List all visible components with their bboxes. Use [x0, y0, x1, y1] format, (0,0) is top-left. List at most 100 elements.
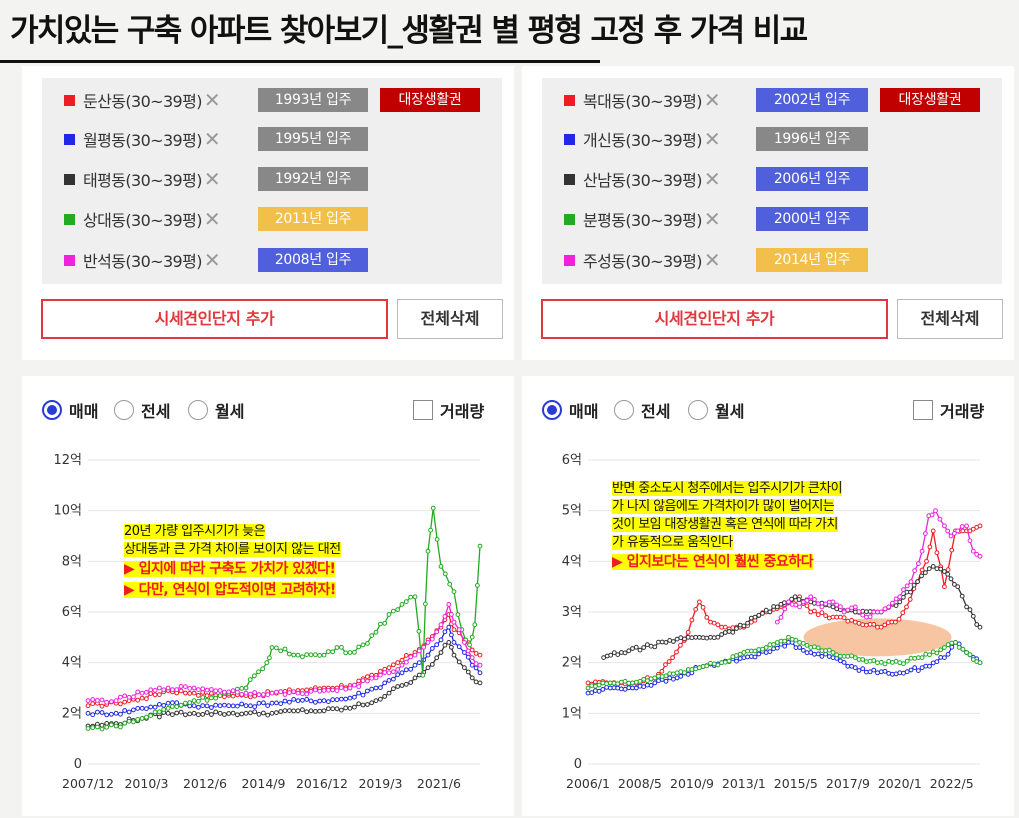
data-point [752, 614, 758, 620]
remove-x-icon[interactable]: ✕ [203, 127, 221, 151]
legend-label: 태평동(30~39평) [83, 171, 202, 190]
data-point [239, 711, 245, 717]
data-point [469, 647, 475, 653]
data-point [395, 667, 401, 672]
remove-x-icon[interactable]: ✕ [203, 248, 221, 272]
left-legend-row-1: 둔산동(30~39평) ✕ [64, 88, 221, 112]
data-point [183, 700, 188, 706]
data-point [235, 689, 240, 695]
data-point [99, 722, 105, 728]
data-point [904, 669, 910, 675]
data-point [955, 528, 961, 534]
data-point [919, 665, 925, 671]
data-point [782, 643, 788, 649]
data-point [841, 609, 847, 615]
data-point [945, 642, 951, 648]
radio-jeonse[interactable]: 전세 [614, 398, 670, 422]
data-point [477, 662, 483, 668]
data-point [633, 679, 639, 685]
data-point [834, 602, 840, 608]
remove-x-icon[interactable]: ✕ [203, 167, 221, 191]
volume-checkbox[interactable]: 거래량 [913, 398, 984, 422]
data-point [756, 612, 762, 618]
data-point [403, 653, 409, 658]
remove-x-icon[interactable]: ✕ [703, 207, 721, 231]
data-point [804, 598, 810, 603]
data-point [446, 624, 452, 630]
data-point [365, 678, 370, 684]
volume-checkbox[interactable]: 거래량 [413, 398, 484, 422]
data-point [771, 604, 777, 609]
remove-x-icon[interactable]: ✕ [203, 88, 221, 112]
radio-jeonse[interactable]: 전세 [114, 398, 170, 422]
data-point [671, 639, 676, 644]
annotation-highlight: ▶ 다만, 연식이 압도적이면 고려하자! [124, 582, 336, 598]
data-point [465, 654, 471, 660]
data-point [99, 710, 105, 715]
data-point [261, 692, 266, 697]
delete-all-button[interactable]: 전체삭제 [897, 299, 1003, 339]
data-point [343, 686, 349, 692]
move-in-badge: 2008년 입주 [258, 248, 368, 272]
data-point [360, 642, 366, 648]
data-point [152, 692, 158, 698]
data-point [399, 657, 405, 663]
data-point [942, 584, 947, 590]
data-point [90, 697, 96, 702]
data-point [912, 656, 918, 661]
data-point [209, 687, 214, 692]
data-point [465, 648, 471, 654]
data-point [369, 686, 375, 692]
data-point [265, 692, 271, 698]
remove-x-icon[interactable]: ✕ [703, 88, 721, 112]
data-point [927, 663, 932, 669]
data-point [648, 643, 654, 649]
data-point [248, 691, 253, 697]
delete-all-button[interactable]: 전체삭제 [397, 299, 503, 339]
data-point [334, 688, 340, 694]
data-point [752, 654, 758, 660]
data-point [99, 697, 105, 703]
data-point [600, 687, 606, 692]
data-point [970, 613, 976, 619]
remove-x-icon[interactable]: ✕ [703, 248, 721, 272]
data-point [467, 642, 473, 648]
data-point [819, 654, 825, 659]
y-tick-label: 10억 [53, 504, 82, 519]
right-legend-row-1: 복대동(30~39평) ✕ [564, 88, 721, 112]
radio-monthly[interactable]: 월세 [188, 398, 244, 422]
data-point [942, 523, 947, 529]
page-title: 가치있는 구축 아파트 찾아보기_생활권 별 평형 고정 후 가격 비교 [10, 13, 808, 49]
remove-x-icon[interactable]: ✕ [703, 127, 721, 151]
data-point [949, 644, 955, 650]
radio-sale[interactable]: 매매 [542, 398, 598, 422]
remove-x-icon[interactable]: ✕ [703, 167, 721, 191]
data-point [235, 703, 240, 709]
data-point [365, 702, 370, 707]
data-point [630, 646, 635, 651]
data-point [449, 612, 454, 617]
data-point [845, 654, 851, 659]
annotation-highlight: ▶ 입지보다는 연식이 훨씬 중요하다 [612, 554, 814, 570]
remove-x-icon[interactable]: ✕ [203, 207, 221, 231]
data-point [451, 627, 457, 633]
legend-swatch [564, 213, 575, 225]
data-point [815, 651, 821, 657]
data-point [352, 694, 357, 700]
data-point [897, 599, 903, 605]
data-point [611, 650, 617, 656]
radio-monthly[interactable]: 월세 [688, 398, 744, 422]
data-point [949, 547, 955, 553]
data-point [619, 686, 624, 692]
data-point [339, 707, 344, 713]
data-point [378, 621, 383, 627]
add-complex-button[interactable]: 시세견인단지 추가 [41, 299, 388, 339]
data-point [630, 685, 635, 691]
data-point [756, 647, 762, 652]
data-point [442, 614, 448, 619]
data-point [282, 698, 288, 704]
radio-sale[interactable]: 매매 [42, 398, 98, 422]
left-legend-row-4: 상대동(30~39평) ✕ [64, 207, 221, 231]
checkbox-icon [413, 400, 433, 420]
add-complex-button[interactable]: 시세견인단지 추가 [541, 299, 888, 339]
